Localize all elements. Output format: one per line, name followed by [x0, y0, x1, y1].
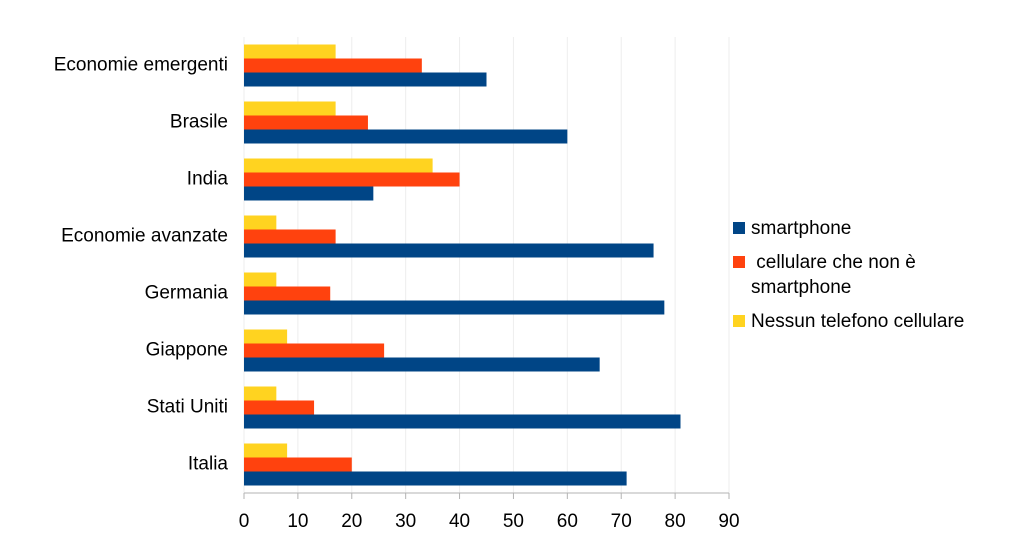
legend-item: Nessun telefono cellulare: [733, 309, 1018, 334]
bar: [244, 186, 374, 201]
bar: [244, 471, 627, 486]
bar: [244, 343, 385, 358]
legend-label: smartphone: [751, 218, 852, 239]
legend-swatch: [733, 315, 745, 327]
y-tick-label: Brasile: [170, 112, 228, 133]
bar: [244, 158, 433, 173]
bar: [244, 115, 368, 130]
bar: [244, 229, 336, 244]
legend-label: cellulare che non è smartphone: [751, 252, 922, 298]
x-tick-label: 60: [557, 511, 578, 532]
bar: [244, 172, 460, 187]
bar: [244, 329, 288, 344]
legend-swatch: [733, 222, 745, 234]
x-tick-label: 40: [449, 511, 470, 532]
x-tick-label: 90: [718, 511, 739, 532]
legend-item: cellulare che non è smartphone: [733, 250, 1018, 300]
legend-item: smartphone: [733, 216, 1018, 241]
bar: [244, 443, 288, 458]
bar: [244, 72, 487, 87]
x-tick-label: 0: [239, 511, 250, 532]
x-tick-label: 10: [287, 511, 308, 532]
y-tick-label: Economie avanzate: [61, 226, 228, 247]
bar: [244, 400, 315, 415]
legend-label: Nessun telefono cellulare: [751, 311, 965, 332]
x-tick-label: 50: [503, 511, 524, 532]
bar: [244, 457, 352, 472]
y-tick-label: Germania: [145, 283, 229, 304]
bar: [244, 386, 277, 401]
bar: [244, 414, 681, 429]
bar: [244, 44, 336, 59]
legend-swatch: [733, 256, 745, 268]
bar: [244, 215, 277, 230]
bar: [244, 243, 654, 258]
y-tick-label: India: [187, 169, 229, 190]
x-tick-label: 80: [665, 511, 686, 532]
bar: [244, 357, 600, 372]
y-tick-label: Italia: [188, 454, 229, 475]
bar: [244, 286, 331, 301]
bar: [244, 300, 665, 315]
bar: [244, 58, 422, 73]
y-tick-label: Giappone: [146, 340, 228, 361]
bar: [244, 129, 568, 144]
bar: [244, 272, 277, 287]
y-tick-label: Economie emergenti: [54, 55, 228, 76]
bar: [244, 101, 336, 116]
legend: smartphone cellulare che non è smartphon…: [733, 216, 1018, 343]
x-tick-label: 70: [611, 511, 632, 532]
x-tick-label: 20: [341, 511, 362, 532]
x-tick-label: 30: [395, 511, 416, 532]
y-tick-label: Stati Uniti: [147, 397, 228, 418]
